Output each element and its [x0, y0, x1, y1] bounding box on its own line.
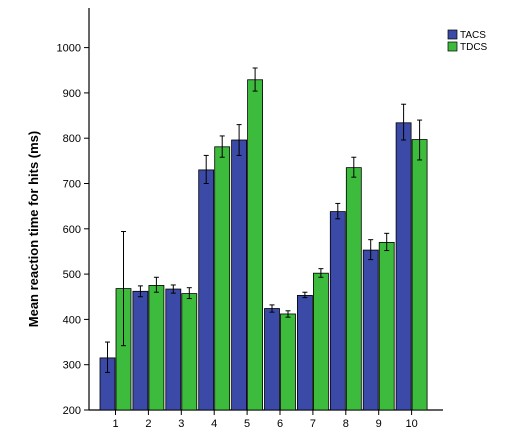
- bar-tdcs-10: [411, 139, 428, 411]
- bar-tdcs-5: [247, 79, 264, 411]
- y-tick-label: 700: [63, 179, 81, 191]
- legend-swatch-tacs: [447, 29, 458, 40]
- bar-tacs-3: [165, 288, 182, 411]
- bar-tdcs-4: [214, 146, 231, 411]
- y-tick-label: 1000: [57, 43, 81, 55]
- x-tick-label: 2: [145, 418, 151, 430]
- bar-tdcs-8: [345, 167, 362, 411]
- legend-label-tacs: TACS: [460, 30, 486, 41]
- y-axis: 200 300 400 500 600 700 800 900 1000: [57, 43, 89, 417]
- x-axis: 1 2 3 4 5 6 7 8 9 10: [112, 410, 418, 430]
- x-tick-label: 9: [376, 418, 382, 430]
- y-tick-label: 400: [63, 314, 81, 326]
- y-tick-label: 500: [63, 269, 81, 281]
- bar-tacs-8: [329, 211, 346, 411]
- bar-tacs-5: [231, 139, 248, 411]
- legend-swatch-tdcs: [447, 41, 458, 52]
- x-tick-label: 10: [405, 418, 417, 430]
- x-tick-label: 5: [244, 418, 250, 430]
- bar-tacs-7: [296, 294, 313, 411]
- bar-tdcs-6: [280, 313, 296, 411]
- bar-tdcs-7: [312, 272, 329, 411]
- bar-tdcs-2: [148, 285, 165, 411]
- bar-tacs-2: [132, 290, 149, 411]
- bar-tacs-6: [264, 308, 280, 411]
- x-tick-label: 8: [343, 418, 349, 430]
- x-tick-label: 1: [112, 418, 118, 430]
- y-tick-label: 800: [63, 133, 81, 145]
- x-tick-label: 7: [310, 418, 316, 430]
- bar-tacs-9: [362, 249, 379, 411]
- y-tick-label: 600: [63, 224, 81, 236]
- y-axis-title: Mean reaction time for hits (ms): [26, 131, 41, 327]
- bar-tdcs-3: [181, 293, 198, 411]
- y-tick-label: 300: [63, 360, 81, 372]
- error-bars-group: [105, 67, 423, 373]
- x-tick-label: 3: [178, 418, 184, 430]
- y-tick-label: 900: [63, 88, 81, 100]
- bar-tacs-4: [198, 169, 215, 411]
- bar-tdcs-9: [378, 241, 395, 411]
- legend-label-tdcs: TDCS: [460, 42, 488, 53]
- y-tick-label: 200: [63, 405, 81, 417]
- x-tick-label: 4: [211, 418, 217, 430]
- bar-tacs-10: [395, 122, 412, 411]
- x-tick-label: 6: [277, 418, 283, 430]
- bars-group: [99, 79, 428, 411]
